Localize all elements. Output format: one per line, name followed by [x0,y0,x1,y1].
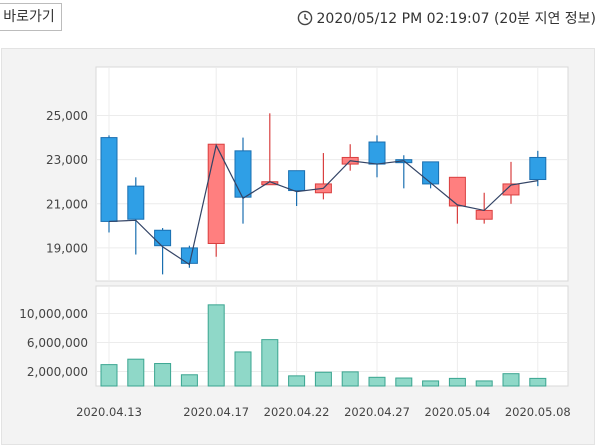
candle [207,143,225,257]
price-tick-label: 25,000 [46,109,88,123]
volume-bar [207,304,225,387]
volume-plot-area [95,285,569,387]
volume-bar [395,377,413,387]
candle-body [207,143,225,244]
x-tick-label: 2020.04.17 [183,405,249,419]
timestamp: 2020/05/12 PM 02:19:07 (20분 지연 정보) [297,8,596,28]
candle [368,135,386,178]
candle-body [475,209,493,220]
volume-bar [368,376,386,387]
x-tick-label: 2020.04.27 [344,405,410,419]
volume-tick-label: 6,000,000 [27,336,88,350]
candle-body [368,141,386,165]
x-tick-label: 2020.05.08 [505,405,571,419]
moving-average-line [108,143,538,266]
price-tick-label: 23,000 [46,153,88,167]
candle-body [448,176,466,207]
candle [100,135,118,233]
x-tick-label: 2020.05.04 [424,405,490,419]
shortcut-button[interactable]: 바로가기 [0,3,62,31]
candle [448,176,466,224]
candle-body [422,161,440,185]
price-plot-area [95,66,569,282]
x-tick-label: 2020.04.22 [264,405,330,419]
candle-body [100,137,118,222]
candle [127,177,145,255]
candle-body [288,170,306,192]
volume-bar [180,374,198,387]
volume-tick-label: 10,000,000 [19,307,88,321]
volume-bar [422,380,440,387]
volume-bar [127,358,145,387]
candle [422,161,440,189]
price-tick-label: 19,000 [46,241,88,255]
volume-bar [529,377,547,387]
volume-bar [100,364,118,387]
volume-bar [288,375,306,387]
candle-body [234,150,252,198]
candle [529,150,547,187]
clock-icon [297,10,312,26]
volume-bar [314,371,332,387]
volume-bar [234,351,252,387]
volume-bar [261,339,279,387]
candle [154,228,172,275]
volume-bar [502,373,520,387]
candle-body [529,156,547,181]
candle-body [154,229,172,247]
volume-tick-label: 2,000,000 [27,365,88,379]
candle-body [502,183,520,196]
volume-bar [341,371,359,387]
price-tick-label: 21,000 [46,197,88,211]
volume-bar [448,377,466,387]
volume-bar [154,363,172,387]
volume-bar [475,380,493,387]
candle [502,161,520,204]
candle [288,170,306,206]
x-tick-label: 2020.04.13 [76,405,142,419]
candle-body [127,185,145,220]
timestamp-text: 2020/05/12 PM 02:19:07 (20분 지연 정보) [316,11,596,27]
